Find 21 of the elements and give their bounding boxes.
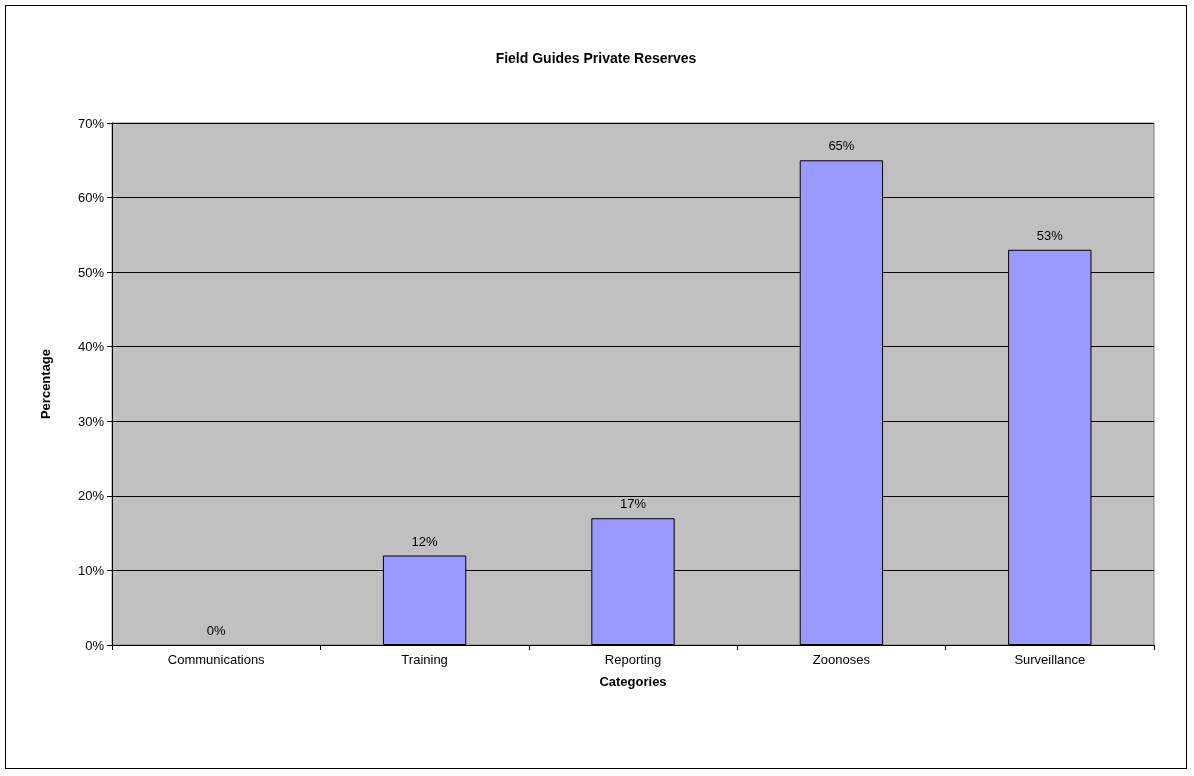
data-label: 12% — [411, 533, 439, 549]
x-tick-label: Zoonoses — [812, 652, 871, 667]
x-tick-label: Training — [401, 652, 448, 667]
y-tick-label: 60% — [77, 190, 105, 206]
y-tick-label: 10% — [77, 562, 105, 578]
y-tick-label: 30% — [77, 413, 105, 429]
x-axis-title: Categories — [599, 674, 667, 689]
data-label: 65% — [828, 138, 855, 154]
y-axis-title: Percentage — [38, 348, 53, 420]
y-tick-label: 0% — [85, 637, 105, 653]
data-label: 17% — [619, 496, 647, 512]
y-tick-label: 70% — [77, 115, 105, 131]
data-label: 0% — [206, 623, 227, 638]
x-tick-label: Surveillance — [1014, 652, 1086, 667]
y-tick-label: 50% — [77, 264, 105, 280]
data-label: 53% — [1036, 227, 1064, 243]
y-tick-label: 20% — [77, 488, 105, 504]
y-tick-label: 40% — [77, 339, 105, 355]
chart-title: Field Guides Private Reserves — [495, 50, 697, 66]
x-tick-label: Reporting — [604, 652, 662, 667]
x-tick-label: Communications — [167, 652, 266, 667]
